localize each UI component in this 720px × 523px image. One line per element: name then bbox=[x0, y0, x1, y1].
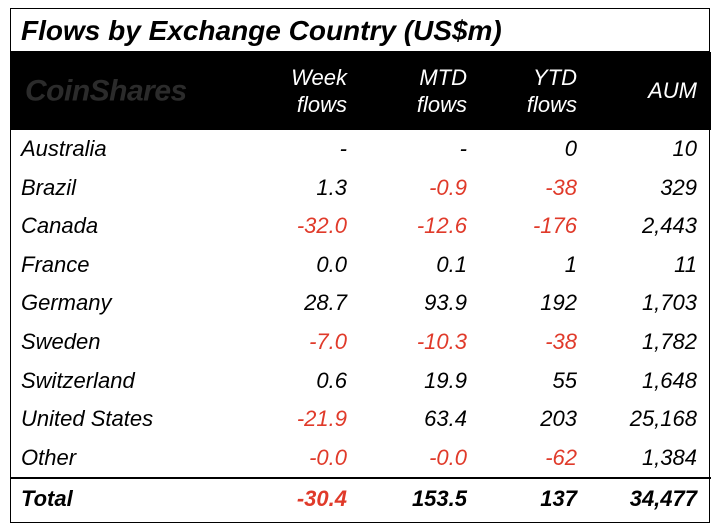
cell-country: United States bbox=[11, 400, 231, 439]
table-row: Australia--010 bbox=[11, 130, 711, 169]
table-row: Brazil1.3-0.9-38329 bbox=[11, 169, 711, 208]
cell-week: 28.7 bbox=[231, 284, 361, 323]
cell-week: -21.9 bbox=[231, 400, 361, 439]
cell-total-mtd: 153.5 bbox=[361, 478, 481, 522]
table-row: France0.00.1111 bbox=[11, 246, 711, 285]
cell-aum: 2,443 bbox=[591, 207, 711, 246]
cell-country: Brazil bbox=[11, 169, 231, 208]
cell-ytd: -62 bbox=[481, 439, 591, 479]
cell-week: 0.0 bbox=[231, 246, 361, 285]
cell-mtd: -0.0 bbox=[361, 439, 481, 479]
table-total-row: Total-30.4153.513734,477 bbox=[11, 478, 711, 522]
col-header-mtd: MTD flows bbox=[361, 52, 481, 130]
cell-aum: 11 bbox=[591, 246, 711, 285]
title-bar: Flows by Exchange Country (US$m) bbox=[11, 9, 709, 52]
cell-aum: 1,384 bbox=[591, 439, 711, 479]
cell-country: Germany bbox=[11, 284, 231, 323]
col-header-ytd: YTD flows bbox=[481, 52, 591, 130]
coinshares-watermark: CoinShares bbox=[25, 72, 187, 110]
cell-ytd: 192 bbox=[481, 284, 591, 323]
cell-week: -0.0 bbox=[231, 439, 361, 479]
col-header-aum: AUM bbox=[591, 52, 711, 130]
cell-week: - bbox=[231, 130, 361, 169]
cell-aum: 329 bbox=[591, 169, 711, 208]
cell-ytd: 203 bbox=[481, 400, 591, 439]
table-row: Canada-32.0-12.6-1762,443 bbox=[11, 207, 711, 246]
cell-week: 0.6 bbox=[231, 362, 361, 401]
cell-mtd: -10.3 bbox=[361, 323, 481, 362]
cell-total-week: -30.4 bbox=[231, 478, 361, 522]
cell-total-label: Total bbox=[11, 478, 231, 522]
cell-mtd: 19.9 bbox=[361, 362, 481, 401]
cell-ytd: -38 bbox=[481, 323, 591, 362]
cell-ytd: -38 bbox=[481, 169, 591, 208]
cell-aum: 10 bbox=[591, 130, 711, 169]
cell-mtd: -0.9 bbox=[361, 169, 481, 208]
table-row: Sweden-7.0-10.3-381,782 bbox=[11, 323, 711, 362]
flows-table-card: Flows by Exchange Country (US$m) CoinSha… bbox=[10, 8, 710, 523]
table-row: Germany28.793.91921,703 bbox=[11, 284, 711, 323]
cell-mtd: - bbox=[361, 130, 481, 169]
cell-ytd: 55 bbox=[481, 362, 591, 401]
cell-country: France bbox=[11, 246, 231, 285]
cell-mtd: 63.4 bbox=[361, 400, 481, 439]
cell-country: Other bbox=[11, 439, 231, 479]
table-row: United States-21.963.420325,168 bbox=[11, 400, 711, 439]
cell-country: Australia bbox=[11, 130, 231, 169]
table-header-row: CoinShares Week flows MTD flows YTD flow… bbox=[11, 52, 711, 130]
cell-total-ytd: 137 bbox=[481, 478, 591, 522]
col-header-week: Week flows bbox=[231, 52, 361, 130]
cell-mtd: 93.9 bbox=[361, 284, 481, 323]
cell-ytd: 0 bbox=[481, 130, 591, 169]
cell-country: Switzerland bbox=[11, 362, 231, 401]
cell-mtd: -12.6 bbox=[361, 207, 481, 246]
table-title: Flows by Exchange Country (US$m) bbox=[21, 15, 699, 47]
cell-ytd: -176 bbox=[481, 207, 591, 246]
cell-week: 1.3 bbox=[231, 169, 361, 208]
flows-table: CoinShares Week flows MTD flows YTD flow… bbox=[11, 52, 711, 522]
col-header-country: CoinShares bbox=[11, 52, 231, 130]
cell-aum: 1,703 bbox=[591, 284, 711, 323]
cell-country: Sweden bbox=[11, 323, 231, 362]
cell-country: Canada bbox=[11, 207, 231, 246]
table-row: Other-0.0-0.0-621,384 bbox=[11, 439, 711, 479]
table-row: Switzerland0.619.9551,648 bbox=[11, 362, 711, 401]
cell-aum: 1,782 bbox=[591, 323, 711, 362]
cell-aum: 1,648 bbox=[591, 362, 711, 401]
cell-aum: 25,168 bbox=[591, 400, 711, 439]
cell-week: -7.0 bbox=[231, 323, 361, 362]
cell-mtd: 0.1 bbox=[361, 246, 481, 285]
cell-week: -32.0 bbox=[231, 207, 361, 246]
cell-ytd: 1 bbox=[481, 246, 591, 285]
cell-total-aum: 34,477 bbox=[591, 478, 711, 522]
